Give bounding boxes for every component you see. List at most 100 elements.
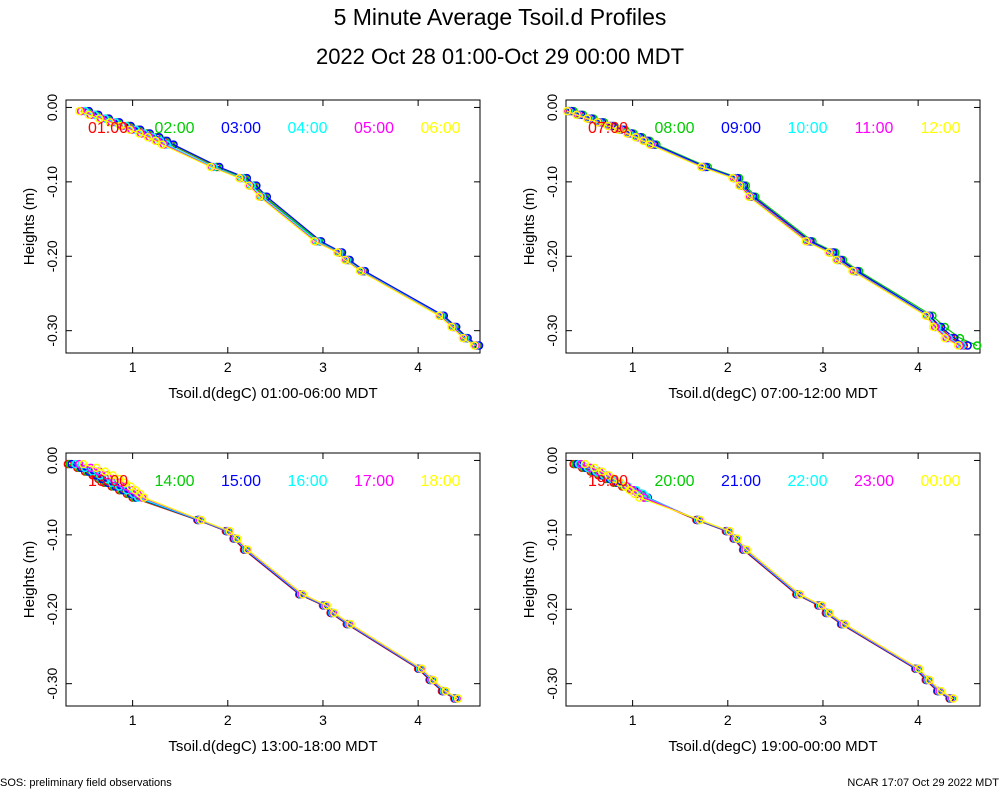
data-point bbox=[115, 474, 124, 484]
data-point bbox=[921, 311, 931, 321]
plot-frame bbox=[565, 452, 981, 707]
x-tick-label: 1 bbox=[629, 359, 637, 375]
data-point bbox=[84, 110, 94, 120]
x-tick-label: 4 bbox=[914, 359, 922, 375]
data-point bbox=[695, 515, 705, 525]
x-tick-label: 2 bbox=[224, 359, 232, 375]
x-tick-label: 1 bbox=[129, 359, 137, 375]
data-point bbox=[593, 118, 602, 127]
y-tick-label: -0.30 bbox=[544, 668, 560, 700]
data-point bbox=[470, 341, 479, 350]
data-point bbox=[631, 132, 640, 142]
legend-label: 16:00 bbox=[287, 473, 327, 490]
chart-subtitle: 2022 Oct 28 01:00-Oct 29 00:00 MDT bbox=[315, 44, 685, 69]
legend-label: 10:00 bbox=[787, 120, 827, 137]
data-point bbox=[972, 341, 982, 350]
data-point bbox=[614, 125, 623, 135]
data-point bbox=[340, 255, 350, 265]
data-point bbox=[936, 686, 946, 696]
data-point bbox=[429, 675, 438, 685]
y-tick-label: -0.10 bbox=[544, 519, 560, 551]
data-point bbox=[728, 173, 737, 183]
data-point bbox=[725, 526, 734, 536]
legend-label: 23:00 bbox=[854, 473, 894, 490]
legend-label: 00:00 bbox=[920, 473, 960, 490]
data-point bbox=[298, 590, 308, 599]
data-point bbox=[582, 114, 592, 123]
y-axis-label: Heights (m) bbox=[21, 541, 38, 619]
legend-label: 21:00 bbox=[721, 473, 761, 490]
data-point bbox=[254, 192, 264, 201]
data-point bbox=[322, 601, 332, 610]
data-point bbox=[733, 534, 742, 543]
series-line bbox=[67, 463, 455, 700]
data-point bbox=[355, 266, 365, 276]
data-point bbox=[447, 322, 456, 332]
data-point bbox=[225, 526, 234, 536]
data-point bbox=[92, 463, 101, 473]
x-tick-label: 3 bbox=[319, 712, 327, 728]
data-point bbox=[125, 125, 135, 135]
x-tick-label: 4 bbox=[414, 712, 422, 728]
data-point bbox=[233, 534, 242, 543]
y-tick-label: -0.10 bbox=[544, 166, 560, 198]
x-tick-label: 2 bbox=[224, 712, 232, 728]
y-tick-label: -0.20 bbox=[544, 240, 560, 272]
series-line bbox=[86, 110, 479, 347]
x-tick-label: 1 bbox=[629, 712, 637, 728]
data-point bbox=[562, 106, 572, 116]
data-point bbox=[580, 459, 590, 469]
data-point bbox=[151, 136, 160, 146]
legend-label: 09:00 bbox=[721, 120, 761, 137]
plot-frame bbox=[65, 452, 481, 707]
data-point bbox=[696, 162, 706, 172]
x-tick-label: 3 bbox=[819, 359, 827, 375]
plot-frame bbox=[65, 99, 481, 354]
y-tick-label: -0.30 bbox=[44, 315, 60, 347]
y-tick-label: 0.00 bbox=[44, 447, 60, 474]
data-point bbox=[610, 474, 619, 484]
y-tick-label: 0.00 bbox=[44, 94, 60, 121]
series-line bbox=[571, 110, 968, 347]
series-line bbox=[575, 463, 951, 700]
data-point bbox=[940, 333, 950, 343]
data-point bbox=[597, 467, 607, 476]
x-axis-label: Tsoil.d(degC) 01:00-06:00 MDT bbox=[168, 385, 377, 402]
legend-label: 04:00 bbox=[287, 120, 327, 137]
legend-label: 01:00 bbox=[88, 120, 128, 137]
data-point bbox=[143, 132, 153, 142]
y-tick-label: 0.00 bbox=[544, 447, 560, 474]
series-line bbox=[84, 110, 478, 347]
data-point bbox=[115, 121, 125, 131]
data-point bbox=[346, 619, 355, 629]
legend-label: 03:00 bbox=[221, 120, 261, 137]
data-point bbox=[914, 664, 924, 674]
data-point bbox=[417, 664, 427, 674]
data-point bbox=[824, 248, 833, 257]
data-point bbox=[78, 459, 88, 469]
legend-label: 02:00 bbox=[154, 120, 194, 137]
data-point bbox=[234, 173, 244, 183]
x-tick-label: 3 bbox=[819, 712, 827, 728]
data-point bbox=[734, 181, 744, 190]
data-point bbox=[135, 129, 144, 138]
legend-label: 12:00 bbox=[920, 120, 960, 137]
x-tick-label: 1 bbox=[129, 712, 137, 728]
series-line bbox=[84, 110, 477, 347]
y-tick-label: -0.20 bbox=[44, 593, 60, 625]
data-point bbox=[572, 110, 581, 120]
data-point bbox=[744, 192, 753, 201]
y-axis-label: Heights (m) bbox=[521, 541, 538, 619]
y-tick-label: -0.10 bbox=[44, 166, 60, 198]
legend-label: 11:00 bbox=[855, 120, 894, 137]
data-point bbox=[453, 694, 463, 703]
series-line bbox=[69, 463, 456, 700]
footer-note: SOS: preliminary field observations bbox=[0, 777, 172, 789]
series-line bbox=[569, 110, 965, 347]
data-point bbox=[100, 467, 110, 476]
data-point bbox=[622, 129, 632, 138]
data-point bbox=[825, 608, 834, 618]
series-line bbox=[567, 110, 961, 347]
data-point bbox=[832, 255, 841, 265]
x-tick-label: 2 bbox=[724, 359, 732, 375]
